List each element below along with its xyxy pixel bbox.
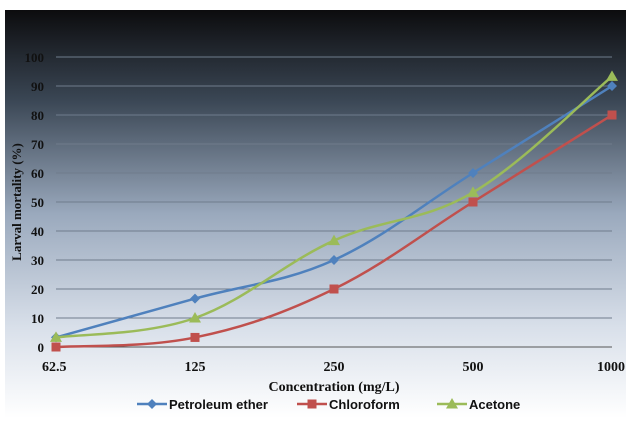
legend-label: Acetone: [469, 397, 520, 412]
x-tick-label: 1000: [597, 360, 625, 375]
legend-label: Petroleum ether: [169, 397, 268, 412]
data-point: [607, 81, 617, 91]
series-chloroform: [51, 110, 617, 352]
y-tick-label: 60: [31, 166, 44, 181]
x-tick-label: 250: [324, 360, 345, 375]
chart-background: [5, 10, 626, 418]
legend-item-chloroform: Chloroform: [297, 397, 400, 412]
legend-marker: [446, 398, 458, 409]
y-tick-label: 90: [31, 79, 44, 94]
data-point: [50, 331, 62, 342]
series-layer: [50, 70, 618, 352]
data-point: [468, 197, 478, 207]
legend-item-petroleum-ether: Petroleum ether: [137, 397, 268, 412]
y-tick-label: 50: [31, 195, 44, 210]
x-axis-ticks: 62.5 125 250 500 1000: [42, 360, 625, 375]
y-tick-label: 20: [31, 282, 44, 297]
legend-marker: [307, 399, 317, 409]
data-point: [329, 255, 339, 265]
y-axis-ticks: 0 10 20 30 40 50 60 70 80 90 100: [25, 50, 45, 355]
gridlines: [56, 56, 612, 319]
y-tick-label: 30: [31, 253, 44, 268]
data-point: [190, 293, 200, 304]
data-point: [51, 342, 61, 352]
legend: Petroleum ether Chloroform Acetone: [137, 397, 520, 412]
y-tick-label: 10: [31, 311, 44, 326]
y-tick-label: 80: [31, 108, 44, 123]
y-axis-label: Larval mortality (%): [9, 143, 24, 261]
x-axis-label: Concentration (mg/L): [268, 380, 399, 395]
y-tick-label: 100: [25, 50, 45, 65]
data-point: [329, 284, 339, 294]
data-point: [190, 332, 200, 342]
y-tick-label: 40: [31, 224, 44, 239]
y-tick-label: 70: [31, 137, 44, 152]
x-tick-label: 62.5: [42, 360, 67, 375]
legend-item-acetone: Acetone: [437, 397, 520, 412]
y-tick-label: 0: [38, 340, 45, 355]
data-point: [607, 110, 617, 120]
data-point: [189, 312, 201, 323]
legend-label: Chloroform: [329, 397, 400, 412]
data-point: [606, 70, 618, 81]
x-tick-label: 500: [463, 360, 484, 375]
data-point: [468, 168, 478, 178]
data-point: [467, 186, 479, 197]
data-point: [328, 234, 340, 246]
series-acetone: [50, 70, 618, 342]
legend-marker: [147, 399, 157, 409]
x-tick-label: 125: [185, 360, 206, 375]
